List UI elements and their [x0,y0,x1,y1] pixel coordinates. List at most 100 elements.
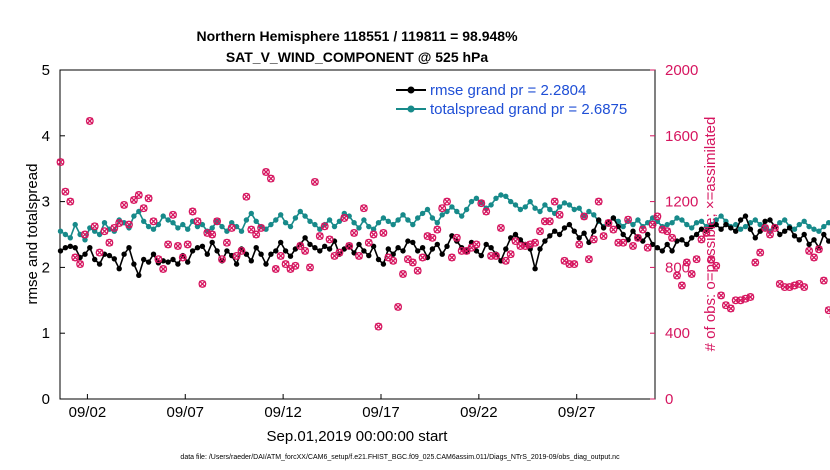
spread-point [537,208,543,215]
obs-point [252,230,261,239]
spread-point [292,215,299,221]
spread-point [532,205,538,211]
obs-point [66,197,75,206]
rmse-point [547,233,553,239]
x-tick-label: 09/17 [362,404,400,421]
rmse-point [92,256,98,263]
spread-point [429,215,436,221]
spread-point [620,223,626,230]
spread-point [229,220,235,226]
rmse-point [483,241,489,248]
spread-point [282,220,289,226]
rmse-point [248,258,254,264]
rmse-point [263,261,269,267]
rmse-point [713,221,719,228]
rmse-point [826,238,830,244]
spread-point [498,192,504,198]
rmse-point [87,245,93,251]
rmse-point [287,253,294,259]
rmse-point [375,256,382,263]
rmse-point [131,261,137,267]
rmse-point [175,261,181,267]
rmse-point [116,266,122,272]
spread-point [268,221,274,228]
spread-point [180,221,186,228]
spread-point [586,208,592,215]
obs-point [198,279,207,288]
obs-point [536,227,544,236]
spread-point [566,202,573,208]
obs-point [61,187,70,196]
spread-point [449,204,455,210]
obs-point [164,240,173,249]
rmse-point [62,245,69,251]
obs-point [418,253,427,262]
obs-point [306,263,314,272]
rmse-point [82,251,88,257]
rmse-point [273,248,279,254]
rmse-point [762,218,768,224]
rmse-point [361,248,367,254]
rmse-point [419,245,426,251]
spread-point [674,215,680,221]
obs-point [315,232,324,241]
obs-point [726,304,735,313]
spread-point [273,217,279,223]
legend-rmse-label: rmse grand pr = 2.2804 [430,82,586,99]
spread-point [361,217,367,223]
rmse-point [571,228,577,234]
spread-point [689,225,695,231]
obs-point [310,177,319,186]
obs-point [56,158,65,167]
obs-point [242,192,251,201]
rmse-point [106,252,113,259]
rmse-point [767,217,773,223]
legend: rmse grand pr = 2.2804 totalspread grand… [392,78,650,118]
rmse-point [674,238,680,244]
spread-point [522,204,528,210]
obs-point [149,217,158,226]
obs-point [819,276,828,285]
obs-point [511,237,520,246]
obs-point [85,117,94,125]
obs-point [139,204,148,213]
obs-point [629,242,637,250]
obs-point [814,245,823,254]
spread-point [175,225,181,231]
obs-point [570,260,579,269]
spread-point [782,217,788,223]
rmse-point [170,256,176,263]
spread-point [278,212,284,218]
obs-point [599,232,608,241]
rmse-point [410,239,416,246]
rmse-point [302,235,308,241]
rmse-point [747,226,754,232]
rmse-point [209,239,215,246]
x-tick-label: 09/27 [558,404,596,421]
obs-point [766,230,774,239]
rmse-point [415,248,421,254]
spread-point [508,198,514,205]
spread-point [297,208,303,215]
spread-point [96,231,103,238]
obs-point [633,233,642,242]
rmse-point [390,251,396,257]
rmse-point [581,230,587,236]
obs-point [159,265,168,273]
spread-point [199,221,206,228]
spread-point [336,218,343,224]
obs-point [619,238,628,247]
rmse-point [600,225,607,231]
legend-rmse-marker [407,86,415,94]
rmse-point [796,237,802,243]
obs-point [761,223,770,232]
rmse-point [733,228,739,234]
spread-point [517,206,524,213]
rmse-point [684,241,690,248]
spread-point [62,231,69,238]
obs-point [291,261,300,270]
spread-point [703,223,710,230]
obs-point [222,238,231,247]
spread-point [816,228,822,234]
obs-point [100,227,109,236]
